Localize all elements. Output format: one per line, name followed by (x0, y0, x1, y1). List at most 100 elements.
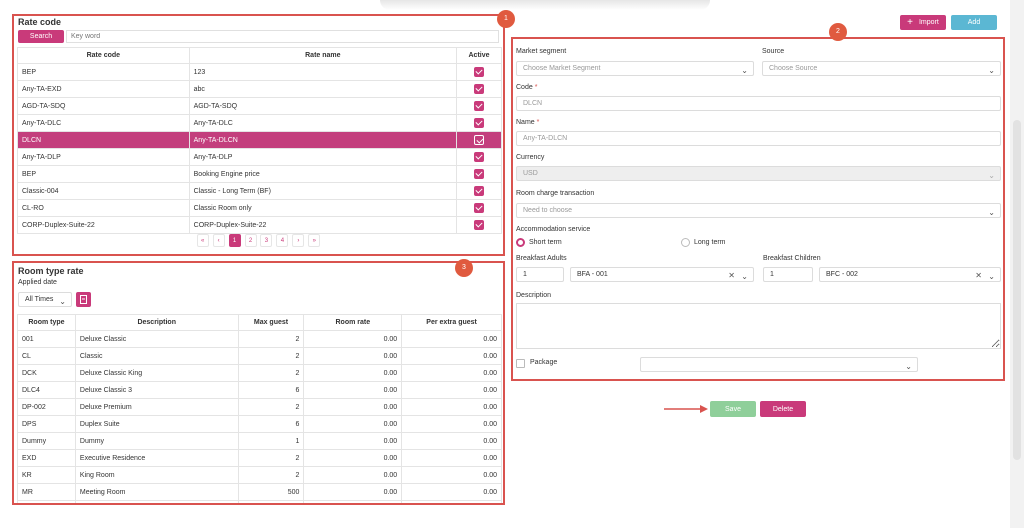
table-row[interactable]: DP-002 Deluxe Premium 2 0.00 0.00 (17, 398, 502, 416)
active-checkbox[interactable] (474, 220, 485, 230)
col-active[interactable]: Active (456, 47, 502, 64)
table-row[interactable]: BEP 123 (17, 63, 502, 81)
table-row[interactable]: Any-TA-EXD abc (17, 80, 502, 98)
table-row[interactable]: AGD-TA-SDQ AGD-TA-SDQ (17, 97, 502, 115)
table-row[interactable]: SDQStudio Queen20.000.00 (17, 500, 502, 503)
extra-guest-cell[interactable]: 0.00 (401, 330, 502, 348)
table-row[interactable]: 001 Deluxe Classic 2 0.00 0.00 (17, 330, 502, 348)
search-button[interactable]: Search (18, 30, 64, 43)
room-rate-cell[interactable]: 0.00 (303, 398, 403, 416)
table-row[interactable]: CL-RO Classic Room only (17, 199, 502, 217)
max-guest-cell[interactable]: 2 (237, 398, 305, 416)
breakfast-adults-qty[interactable]: 1 (516, 267, 564, 282)
export-button[interactable] (76, 292, 91, 307)
package-select[interactable]: ⌄ (640, 357, 918, 372)
active-checkbox[interactable] (474, 84, 485, 94)
table-row[interactable]: Any-TA-DLP Any-TA-DLP (17, 148, 502, 166)
room-rate-cell[interactable]: 0.00 (303, 347, 403, 365)
active-checkbox[interactable] (474, 186, 485, 196)
delete-button[interactable]: Delete (760, 401, 806, 417)
table-row[interactable]: Dummy Dummy 1 0.00 0.00 (17, 432, 502, 450)
max-guest-cell[interactable]: 6 (237, 381, 305, 399)
clear-icon[interactable]: ✕ (728, 271, 735, 280)
room-rate-cell[interactable]: 0.00 (303, 364, 403, 382)
package-checkbox[interactable] (516, 359, 525, 368)
scrollbar-thumb[interactable] (1013, 120, 1021, 460)
room-rate-cell[interactable]: 0.00 (303, 432, 403, 450)
breakfast-children-qty[interactable]: 1 (763, 267, 813, 282)
active-checkbox[interactable] (474, 152, 485, 162)
room-rate-cell[interactable]: 0.00 (303, 466, 403, 484)
col-rate-name[interactable]: Rate name (188, 47, 458, 64)
source-select[interactable]: Choose Source ⌄ (762, 61, 1001, 76)
room-rate-cell[interactable]: 0.00 (303, 483, 403, 501)
table-row[interactable]: CORP-Duplex-Suite-22 CORP-Duplex-Suite-22 (17, 216, 502, 234)
max-guest-cell[interactable]: 500 (237, 483, 305, 501)
page-next[interactable]: › (292, 234, 305, 247)
add-button[interactable]: Add (951, 15, 997, 30)
page-2[interactable]: 2 (244, 234, 257, 247)
table-row[interactable]: KR King Room 2 0.00 0.00 (17, 466, 502, 484)
col-max-guest[interactable]: Max guest (237, 314, 305, 331)
page-scrollbar[interactable] (1010, 0, 1024, 528)
save-button[interactable]: Save (710, 401, 756, 417)
code-input[interactable]: DLCN (516, 96, 1001, 111)
active-checkbox[interactable] (474, 203, 485, 213)
max-guest-cell[interactable]: 6 (237, 415, 305, 433)
table-row[interactable]: MR Meeting Room 500 0.00 0.00 (17, 483, 502, 501)
max-guest-cell[interactable]: 2 (237, 449, 305, 467)
table-row[interactable]: DLCN Any-TA-DLCN (17, 131, 502, 149)
market-segment-select[interactable]: Choose Market Segment ⌄ (516, 61, 754, 76)
active-checkbox[interactable] (474, 101, 485, 111)
active-checkbox[interactable] (474, 135, 485, 145)
extra-guest-cell[interactable]: 0.00 (401, 432, 502, 450)
applied-date-select[interactable]: All Times ⌄ (18, 292, 72, 307)
max-guest-cell[interactable]: 2 (237, 364, 305, 382)
breakfast-children-select[interactable]: BFC - 002 ✕ ⌄ (819, 267, 1001, 282)
extra-guest-cell[interactable]: 0.00 (401, 381, 502, 399)
room-rate-cell[interactable]: 0.00 (303, 415, 403, 433)
active-checkbox[interactable] (474, 67, 485, 77)
breakfast-adults-select[interactable]: BFA - 001 ✕ ⌄ (570, 267, 754, 282)
page-4[interactable]: 4 (276, 234, 289, 247)
active-checkbox[interactable] (474, 169, 485, 179)
table-row[interactable]: Any-TA-DLC Any-TA-DLC (17, 114, 502, 132)
table-row[interactable]: Classic-004 Classic - Long Term (BF) (17, 182, 502, 200)
col-description[interactable]: Description (74, 314, 239, 331)
page-prev[interactable]: ‹ (212, 234, 225, 247)
import-button[interactable]: + Import (900, 15, 946, 30)
max-guest-cell[interactable]: 2 (237, 466, 305, 484)
room-rate-cell[interactable]: 0.00 (303, 449, 403, 467)
page-1[interactable]: 1 (228, 234, 241, 247)
extra-guest-cell[interactable]: 0.00 (401, 466, 502, 484)
max-guest-cell[interactable]: 2 (237, 500, 305, 503)
max-guest-cell[interactable]: 2 (237, 330, 305, 348)
table-row[interactable]: EXD Executive Residence 2 0.00 0.00 (17, 449, 502, 467)
long-term-radio[interactable] (681, 238, 690, 247)
room-charge-select[interactable]: Need to choose ⌄ (516, 203, 1001, 218)
room-rate-cell[interactable]: 0.00 (303, 330, 403, 348)
active-checkbox[interactable] (474, 118, 485, 128)
extra-guest-cell[interactable]: 0.00 (401, 449, 502, 467)
table-row[interactable]: CL Classic 2 0.00 0.00 (17, 347, 502, 365)
description-textarea[interactable] (516, 303, 1001, 349)
table-row[interactable]: DLC4 Deluxe Classic 3 6 0.00 0.00 (17, 381, 502, 399)
page-first[interactable]: « (196, 234, 209, 247)
col-rate-code[interactable]: Rate code (17, 47, 190, 64)
max-guest-cell[interactable]: 2 (237, 347, 305, 365)
col-per-extra-guest[interactable]: Per extra guest (401, 314, 502, 331)
table-row[interactable]: DCK Deluxe Classic King 2 0.00 0.00 (17, 364, 502, 382)
table-row[interactable]: DPS Duplex Suite 6 0.00 0.00 (17, 415, 502, 433)
extra-guest-cell[interactable]: 0.00 (401, 415, 502, 433)
room-rate-cell[interactable]: 0.00 (303, 381, 403, 399)
page-last[interactable]: » (308, 234, 321, 247)
extra-guest-cell[interactable]: 0.00 (401, 398, 502, 416)
extra-guest-cell[interactable]: 0.00 (401, 483, 502, 501)
col-room-type[interactable]: Room type (17, 314, 76, 331)
table-row[interactable]: BEP Booking Engine price (17, 165, 502, 183)
extra-guest-cell[interactable]: 0.00 (401, 500, 502, 503)
short-term-radio[interactable] (516, 238, 525, 247)
clear-icon[interactable]: ✕ (975, 271, 982, 280)
room-rate-cell[interactable]: 0.00 (303, 500, 403, 503)
col-room-rate[interactable]: Room rate (303, 314, 403, 331)
